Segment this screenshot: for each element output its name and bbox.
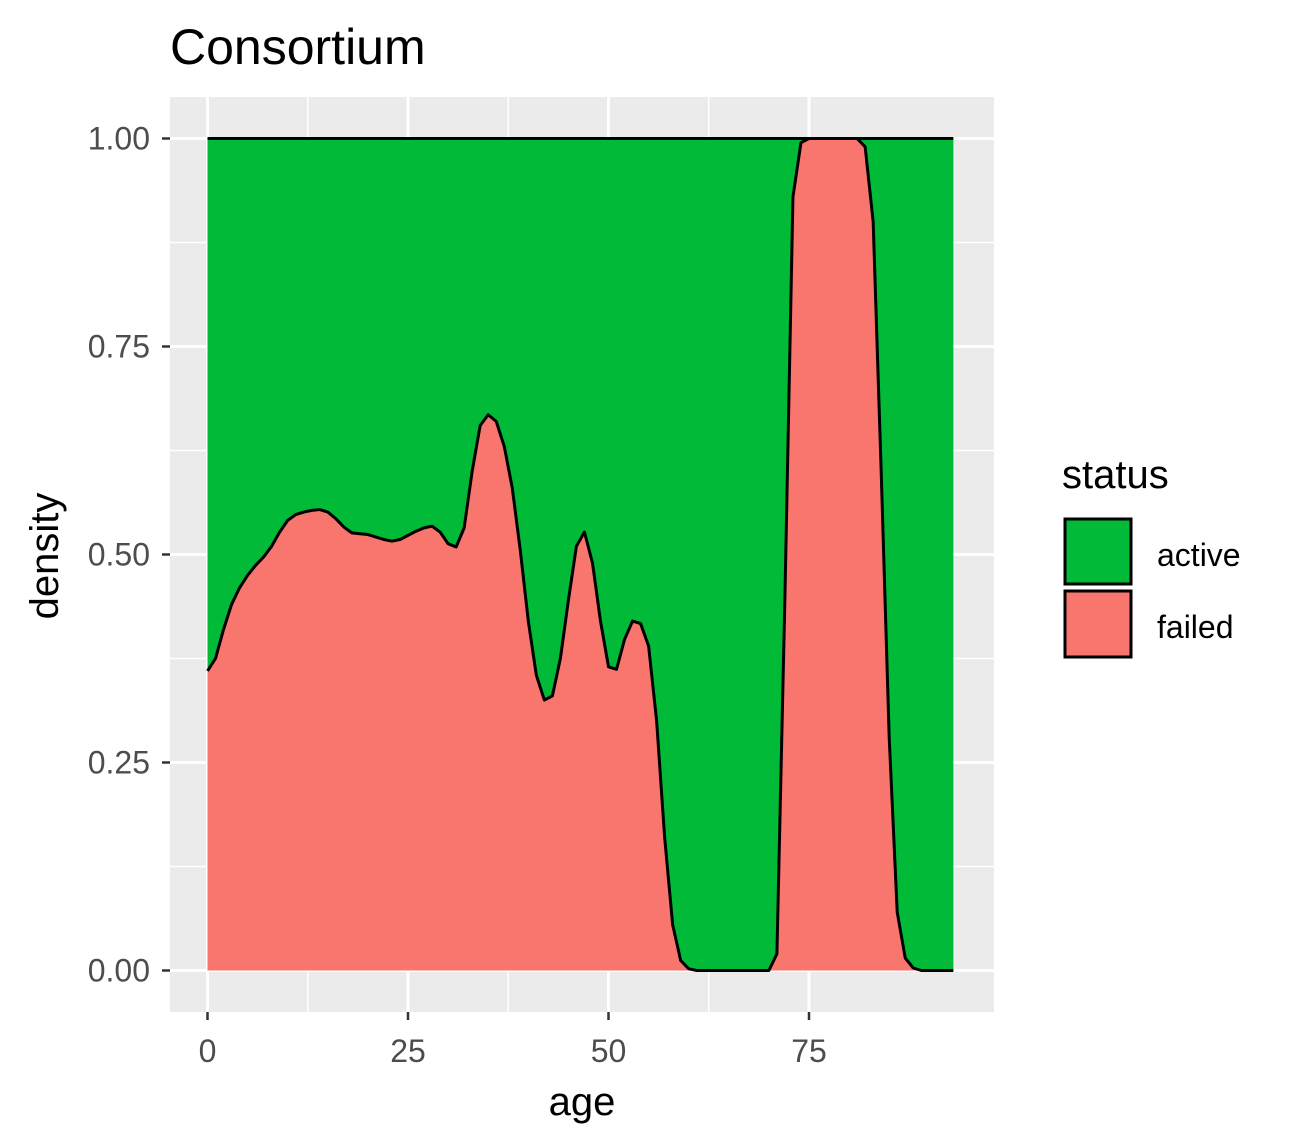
chart-title: Consortium bbox=[170, 19, 426, 75]
x-tick-label: 75 bbox=[791, 1033, 827, 1069]
x-tick-label: 50 bbox=[591, 1033, 627, 1069]
legend-title: status bbox=[1062, 453, 1169, 497]
legend-label-active: active bbox=[1157, 537, 1241, 573]
y-tick-label: 0.75 bbox=[88, 329, 150, 365]
y-tick-label: 0.00 bbox=[88, 953, 150, 989]
y-tick-label: 1.00 bbox=[88, 121, 150, 157]
legend-label-failed: failed bbox=[1157, 609, 1234, 645]
y-axis: 0.00 0.25 0.50 0.75 1.00 bbox=[88, 121, 170, 989]
x-tick-label: 25 bbox=[390, 1033, 426, 1069]
x-axis-title: age bbox=[549, 1080, 616, 1124]
legend-swatch-active bbox=[1063, 517, 1133, 586]
failed-area bbox=[207, 138, 954, 971]
legend: status active failed bbox=[1062, 453, 1241, 659]
y-tick-label: 0.50 bbox=[88, 537, 150, 573]
density-areas bbox=[206, 137, 954, 972]
y-tick-label: 0.25 bbox=[88, 745, 150, 781]
legend-swatch-failed bbox=[1063, 589, 1133, 659]
y-axis-title: density bbox=[23, 493, 67, 620]
x-tick-label: 0 bbox=[199, 1033, 217, 1069]
x-axis: 0 25 50 75 bbox=[199, 1012, 827, 1069]
